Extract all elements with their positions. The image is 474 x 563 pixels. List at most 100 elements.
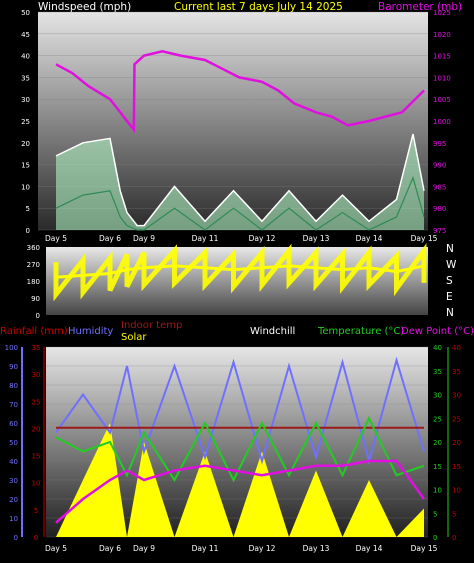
- dew-tick-label: 30: [452, 392, 461, 400]
- baro-tick-label: 1020: [433, 31, 451, 39]
- humidity-tick-label: 100: [5, 344, 18, 352]
- rain-tick-label: 25: [32, 398, 41, 406]
- legend-indoor-temp: Indoor temp: [121, 320, 182, 331]
- compass-label: E: [446, 291, 453, 303]
- temp-tick-label: 15: [433, 463, 442, 471]
- x-tick-label: Day 11: [192, 544, 219, 553]
- temp-tick-label: 25: [433, 415, 442, 423]
- rain-tick-label: 5: [34, 507, 38, 515]
- humidity-tick-label: 20: [9, 496, 18, 504]
- humidity-tick-label: 90: [9, 363, 18, 371]
- dew-tick-label: 15: [452, 463, 461, 471]
- humidity-tick-label: 80: [9, 382, 18, 390]
- header-left: Windspeed (mph): [38, 1, 131, 13]
- temp-tick-label: 30: [433, 392, 442, 400]
- humidity-tick-label: 50: [9, 439, 18, 447]
- baro-tick-label: 990: [433, 162, 446, 170]
- baro-tick-label: 1000: [433, 118, 451, 126]
- compass-label: N: [446, 307, 454, 319]
- temp-tick-label: 0: [433, 534, 437, 542]
- legend-solar: Solar: [121, 332, 147, 343]
- compass-label: S: [446, 275, 453, 287]
- x-tick-label: Day 15: [411, 234, 438, 243]
- baro-tick-label: 1025: [433, 9, 451, 17]
- wind-tick-label: 20: [21, 140, 30, 148]
- temp-tick-label: 10: [433, 487, 442, 495]
- dew-tick-label: 0: [452, 534, 456, 542]
- direction-tick-label: 360: [27, 244, 40, 252]
- rain-tick-label: 35: [32, 344, 41, 352]
- wind-tick-label: 5: [26, 205, 30, 213]
- x-tick-label: Day 5: [45, 234, 67, 243]
- baro-tick-label: 1005: [433, 96, 451, 104]
- rain-tick-label: 30: [32, 371, 41, 379]
- rain-tick-label: 10: [32, 480, 41, 488]
- x-tick-label: Day 6: [99, 234, 121, 243]
- direction-tick-label: 180: [27, 278, 40, 286]
- wind-tick-label: 45: [21, 31, 30, 39]
- wind-tick-label: 15: [21, 162, 30, 170]
- x-tick-label: Day 9: [133, 544, 155, 553]
- temp-tick-label: 5: [433, 510, 437, 518]
- series-windspeed-line: [55, 175, 425, 231]
- dew-tick-label: 25: [452, 415, 461, 423]
- compass-label: W: [446, 259, 457, 271]
- x-tick-label: Day 12: [249, 234, 276, 243]
- baro-tick-label: 980: [433, 205, 446, 213]
- baro-tick-label: 995: [433, 140, 446, 148]
- x-tick-label: Day 5: [45, 544, 67, 553]
- humidity-tick-label: 30: [9, 477, 18, 485]
- baro-tick-label: 1015: [433, 53, 451, 61]
- rain-tick-label: 15: [32, 453, 41, 461]
- humidity-tick-label: 40: [9, 458, 18, 466]
- wind-tick-label: 40: [21, 53, 30, 61]
- baro-tick-label: 985: [433, 183, 446, 191]
- temp-tick-label: 20: [433, 439, 442, 447]
- direction-tick-label: 270: [27, 261, 40, 269]
- wind-tick-label: 35: [21, 74, 30, 82]
- temp-tick-label: 35: [433, 368, 442, 376]
- humidity-tick-label: 0: [14, 534, 18, 542]
- series-direction-line: [55, 264, 425, 279]
- x-tick-label: Day 14: [356, 544, 383, 553]
- legend-windchill: Windchill: [250, 326, 295, 337]
- wind-tick-label: 25: [21, 118, 30, 126]
- wind-tick-label: 0: [26, 227, 30, 235]
- x-tick-label: Day 12: [249, 544, 276, 553]
- series-solar-area: [56, 423, 424, 537]
- x-tick-label: Day 13: [303, 544, 330, 553]
- dew-tick-label: 10: [452, 487, 461, 495]
- x-tick-label: Day 11: [192, 234, 219, 243]
- legend-rainfall: Rainfall (mm): [0, 326, 68, 337]
- x-tick-label: Day 9: [133, 234, 155, 243]
- compass-label: N: [446, 243, 454, 255]
- humidity-tick-label: 70: [9, 401, 18, 409]
- x-tick-label: Day 14: [356, 234, 383, 243]
- temp-tick-label: 40: [433, 344, 442, 352]
- wind-tick-label: 30: [21, 96, 30, 104]
- series-dewpoint-line: [55, 459, 426, 524]
- dew-tick-label: 35: [452, 368, 461, 376]
- rain-tick-label: 0: [34, 534, 38, 542]
- humidity-tick-label: 60: [9, 420, 18, 428]
- legend-temperature: Temperature (°C): [317, 326, 404, 337]
- series-gust-line: [55, 133, 425, 227]
- x-tick-label: Day 13: [303, 234, 330, 243]
- direction-tick-label: 90: [31, 295, 40, 303]
- wind-tick-label: 10: [21, 183, 30, 191]
- series-temperature-line: [55, 415, 425, 483]
- series-barometer-line: [55, 49, 425, 134]
- dew-tick-label: 5: [452, 510, 456, 518]
- dew-tick-label: 20: [452, 439, 461, 447]
- header-right: Barometer (mb): [378, 1, 462, 13]
- legend-humidity: Humidity: [68, 326, 113, 337]
- dew-tick-label: 40: [452, 344, 461, 352]
- legend-dewpoint: Dew Point (°C): [401, 326, 474, 337]
- wind-tick-label: 50: [21, 9, 30, 17]
- series-direction-band: [53, 243, 427, 302]
- rain-tick-label: 20: [32, 425, 41, 433]
- x-tick-label: Day 15: [411, 544, 438, 553]
- humidity-tick-label: 10: [9, 515, 18, 523]
